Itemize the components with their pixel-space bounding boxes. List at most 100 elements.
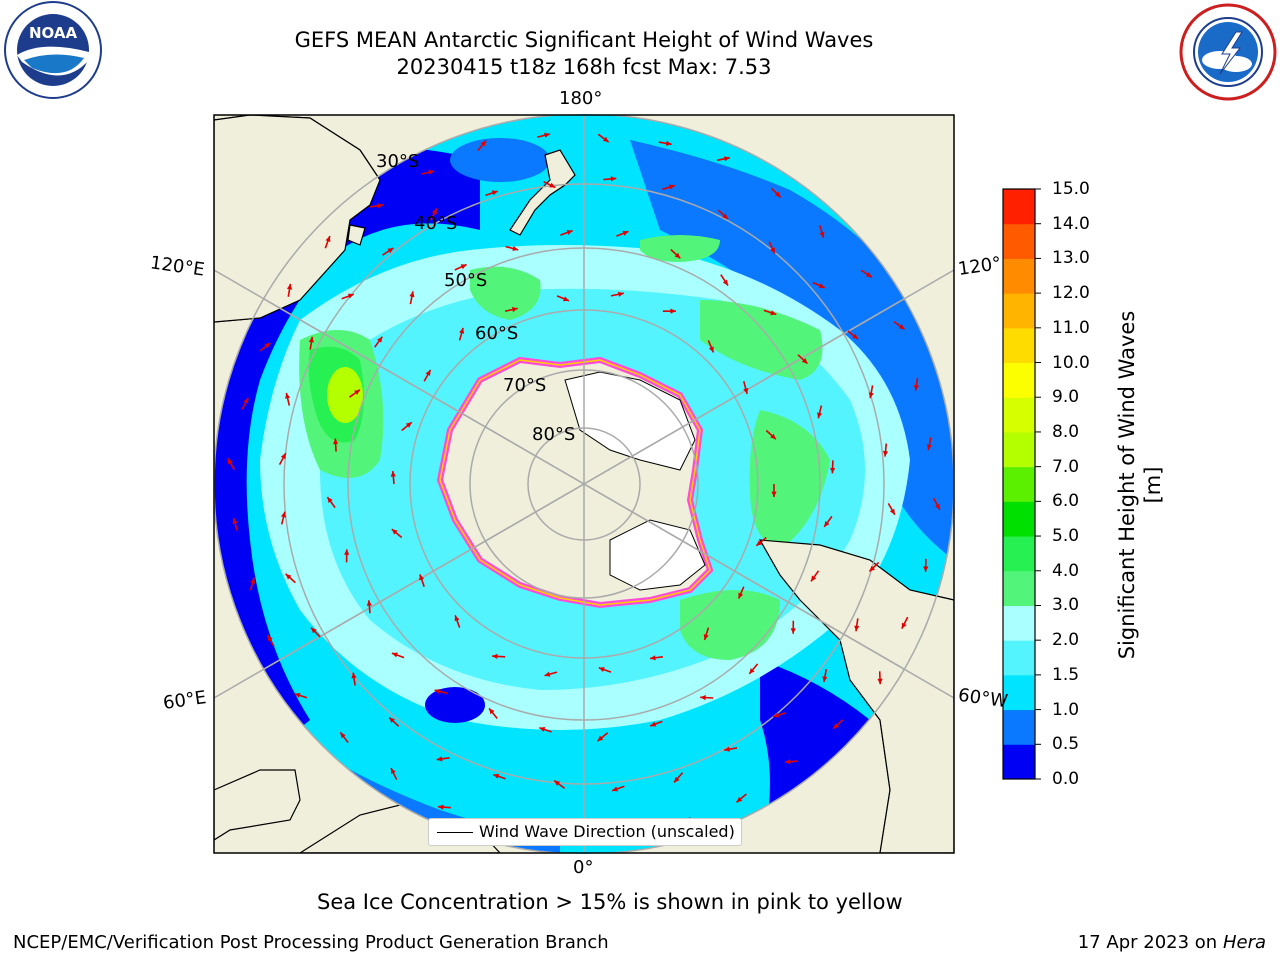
colorbar-segment: [1003, 466, 1035, 502]
wave-arrow-head: [770, 310, 777, 316]
wave-arrow-head: [425, 369, 431, 376]
wave-arrow-head: [824, 521, 830, 527]
colorbar-segment: [1003, 258, 1035, 294]
colorbar-segment: [1003, 223, 1035, 259]
colorbar-segment: [1003, 674, 1035, 711]
colorbar-segment: [1003, 709, 1035, 745]
wave-arrow-head: [674, 776, 680, 783]
wave-arrow-head: [877, 678, 883, 685]
wave-arrow-head: [391, 652, 398, 658]
wave-arrow-head: [617, 291, 624, 297]
wave-arrow-head: [854, 625, 860, 632]
map-frame: [213, 114, 955, 854]
wave-arrow-head: [511, 307, 518, 313]
wave-arrow-head: [480, 140, 487, 147]
lat-label-40s: 40°S: [414, 213, 458, 234]
wave-arrow-head: [340, 732, 346, 739]
wave-arrow-head: [703, 634, 709, 640]
wave-arrow-head: [668, 184, 675, 190]
wave-arrow-head: [622, 230, 629, 236]
wave-arrow-head: [868, 392, 874, 399]
colorbar: [1003, 188, 1041, 780]
wave-arrow-head: [227, 458, 233, 465]
wave-arrow-head: [377, 336, 383, 343]
colorbar-tick-label: 9.0: [1052, 387, 1080, 408]
wave-arrow-head: [738, 592, 744, 599]
wave-arrow-head: [544, 671, 551, 677]
wave-arrow-head: [512, 246, 519, 251]
wave-arrow-head: [454, 615, 460, 622]
wave-arrow-head: [833, 723, 839, 729]
wave-arrow-head: [390, 471, 396, 477]
wave-arrow-head: [354, 389, 360, 395]
colorbar-tick-label: 13.0: [1052, 248, 1090, 269]
wave-arrow-head: [650, 655, 656, 661]
colorbar-tick-label: 5.0: [1052, 526, 1080, 547]
wave-arrow-head: [724, 156, 730, 162]
wave-arrow-head: [285, 573, 292, 580]
wave-arrow-head: [818, 283, 825, 288]
noaa-logo-text: NOAA: [29, 24, 78, 42]
wave-arrow-head: [830, 467, 836, 474]
wave-arrow-head: [405, 422, 412, 428]
footer-date-text: 17 Apr 2023 on: [1077, 932, 1223, 953]
wave-arrow-head: [460, 264, 467, 270]
wave-arrow-head: [344, 549, 350, 555]
colorbar-segment: [1003, 501, 1035, 537]
wave-arrow-head: [280, 511, 286, 518]
colorbar-segment: [1003, 570, 1035, 606]
wave-arrow-head: [822, 676, 828, 682]
lat-label-70s: 70°S: [503, 375, 547, 396]
wave-arrow-head: [700, 695, 706, 701]
wave-arrow-head: [285, 392, 291, 399]
ronne-ice-shelf: [609, 519, 706, 591]
wave-arrow-head: [722, 213, 728, 220]
colorbar-tick-label: 14.0: [1052, 213, 1090, 234]
wave-arrow-head: [670, 308, 676, 314]
wave-arrow-head: [428, 169, 435, 175]
new-zealand: [509, 149, 576, 236]
colorbar-tick-label: 6.0: [1052, 491, 1080, 512]
colorbar-segment: [1003, 362, 1035, 398]
wave-arrow-head: [901, 622, 907, 629]
wave-arrow-head: [544, 132, 550, 138]
colorbar-segment: [1003, 605, 1035, 641]
wave-arrow-head: [366, 600, 372, 606]
wave-arrow-head: [243, 397, 249, 404]
wave-arrow-head: [935, 503, 940, 510]
lon-label-180: 180°: [559, 88, 603, 109]
legend-label: Wind Wave Direction (unscaled): [479, 822, 735, 841]
wave-arrow-head: [391, 768, 396, 774]
wave-arrow-head: [819, 231, 825, 238]
footer-date: 17 Apr 2023 on Hera: [1078, 932, 1266, 953]
wave-arrow-head: [264, 342, 271, 349]
wave-arrow-head: [749, 668, 755, 674]
colorbar-tick-label: 0.5: [1052, 734, 1080, 755]
colorbar-segment: [1003, 293, 1035, 329]
wave-arrow-head: [286, 283, 293, 290]
wave-arrow-head: [419, 574, 425, 581]
colorbar-segment: [1003, 327, 1035, 364]
wave-arrow-head: [770, 433, 776, 440]
wave-arrow-head: [311, 627, 317, 634]
wave-arrow-head: [775, 191, 781, 198]
wave-arrow-head: [773, 712, 779, 718]
wave-arrow-head: [852, 333, 858, 340]
colorbar-tick-label: 8.0: [1052, 421, 1080, 442]
wave-arrow-head: [493, 773, 500, 779]
colorbar-title: Significant Height of Wind Waves [m]: [1115, 310, 1165, 660]
wave-arrow-head: [866, 272, 872, 278]
wave-arrow-head: [434, 688, 441, 694]
wave-arrow-head: [267, 635, 273, 641]
colorbar-tick-label: 12.0: [1052, 283, 1090, 304]
wave-arrow-head: [492, 653, 498, 659]
wave-arrow-head: [926, 444, 932, 451]
map-legend: Wind Wave Direction (unscaled): [428, 818, 742, 846]
colorbar-tick-label: 10.0: [1052, 352, 1090, 373]
wave-arrow-head: [722, 279, 728, 286]
wave-arrow-head: [539, 727, 546, 732]
wave-arrow-head: [913, 385, 919, 391]
africa-land: [214, 769, 301, 841]
wave-arrow-head: [409, 291, 415, 298]
footer-organization: NCEP/EMC/Verification Post Processing Pr…: [13, 932, 609, 953]
